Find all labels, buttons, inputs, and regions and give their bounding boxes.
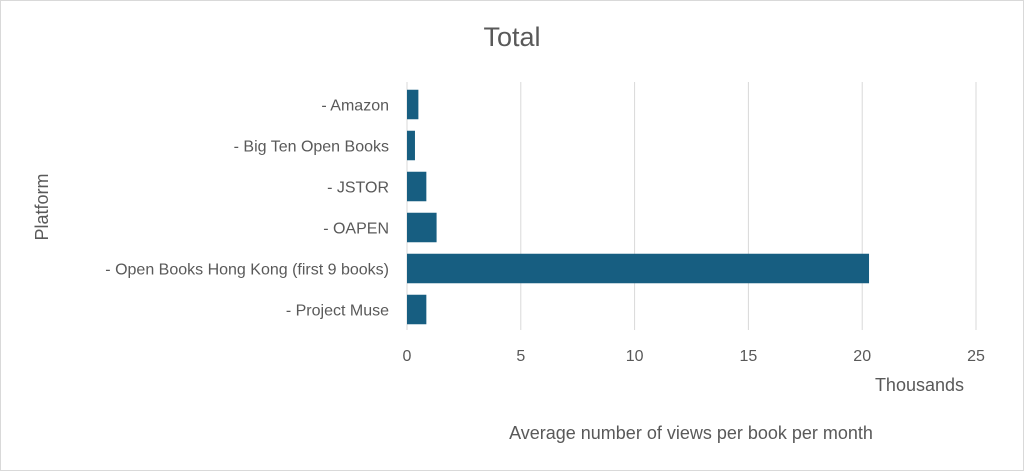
bar <box>407 253 870 284</box>
bar <box>407 294 427 325</box>
x-unit-label: Thousands <box>875 375 964 395</box>
category-labels: - Amazon - Big Ten Open Books - JSTOR - OAP… <box>105 98 389 320</box>
x-tick-label: 5 <box>516 348 525 365</box>
x-tick-label: 0 <box>403 348 412 365</box>
category-label: - OAPEN <box>323 221 389 238</box>
x-tick-labels: 0 5 10 15 20 25 <box>403 348 985 365</box>
bar <box>407 171 427 202</box>
chart-title: Total <box>483 22 540 52</box>
category-label: - Amazon <box>321 98 389 115</box>
bar <box>407 89 419 120</box>
category-label: - Big Ten Open Books <box>234 139 389 156</box>
bars <box>407 89 870 325</box>
x-tick-label: 20 <box>853 348 871 365</box>
x-axis-title: Average number of views per book per mon… <box>509 423 873 443</box>
category-label: - JSTOR <box>327 180 389 197</box>
bar <box>407 212 437 243</box>
category-label: - Open Books Hong Kong (first 9 books) <box>105 262 389 279</box>
x-tick-label: 25 <box>967 348 985 365</box>
gridlines <box>406 82 977 330</box>
y-axis-title: Platform <box>32 173 52 240</box>
x-tick-label: 10 <box>626 348 644 365</box>
x-tick-label: 15 <box>740 348 758 365</box>
bar <box>407 130 415 161</box>
category-label: - Project Muse <box>286 303 389 320</box>
